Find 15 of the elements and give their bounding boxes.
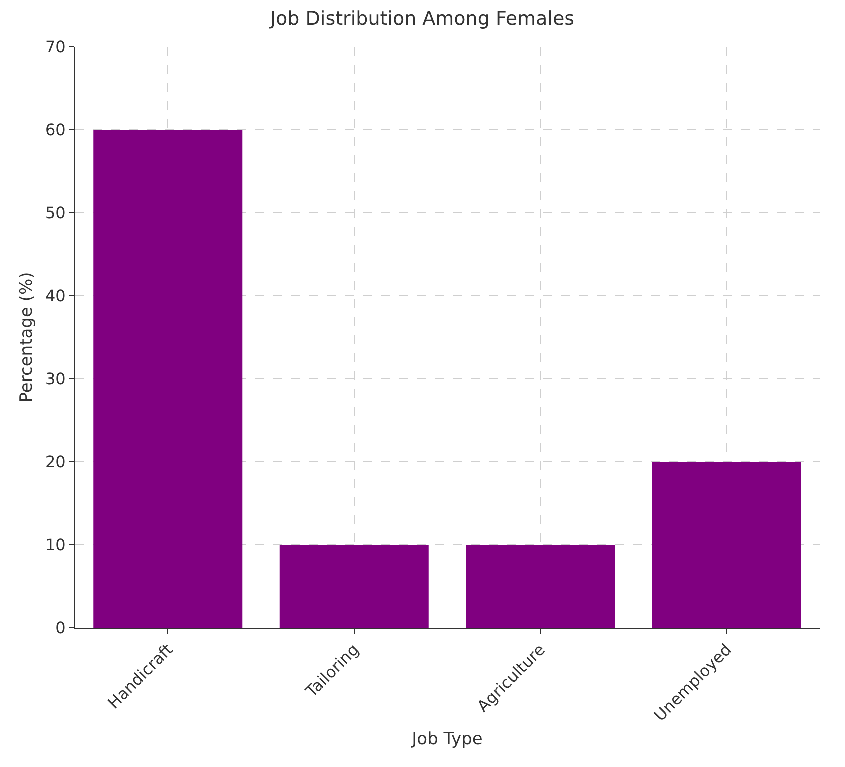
x-axis-title: Job Type (411, 730, 483, 750)
bar (652, 462, 802, 628)
y-tick-label: 10 (45, 536, 66, 555)
y-tick-label: 40 (45, 286, 66, 306)
y-tick-label: 30 (45, 370, 66, 389)
chart-title: Job Distribution Among Females (269, 8, 575, 30)
y-tick-label: 0 (56, 618, 66, 638)
bar (280, 545, 429, 628)
bar (94, 130, 243, 628)
y-tick-label: 60 (45, 120, 66, 140)
bar (466, 545, 616, 628)
y-axis-title: Percentage (%) (16, 272, 37, 403)
y-tick-label: 70 (45, 38, 66, 57)
y-tick-label: 20 (45, 452, 66, 472)
y-tick-label: 50 (45, 204, 66, 223)
